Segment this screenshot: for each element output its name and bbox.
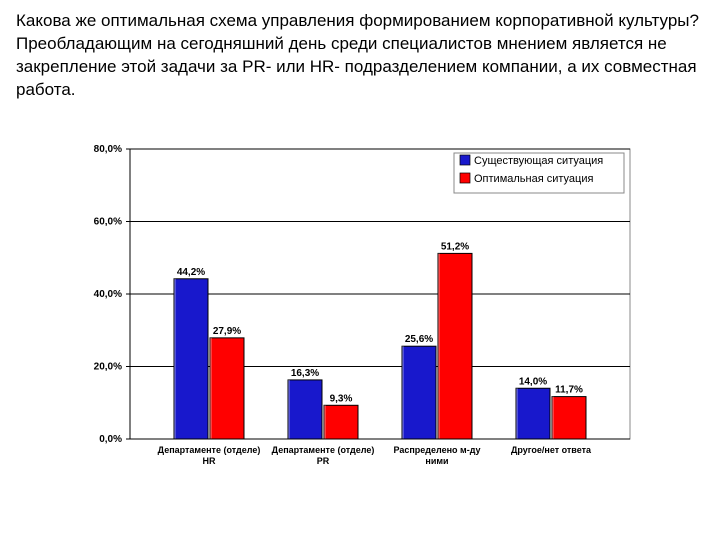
bar: [552, 396, 586, 438]
category-label: Департаменте (отделе): [158, 445, 261, 455]
bar-value-label: 25,6%: [405, 334, 433, 345]
y-axis-tick-label: 40,0%: [94, 289, 122, 300]
bar-value-label: 9,3%: [330, 393, 353, 404]
y-axis-tick-label: 80,0%: [94, 144, 122, 155]
bar: [210, 338, 244, 439]
chart-container: 0,0% 20,0% 40,0% 60,0% 80,0% 44,2% 27,9% Департ…: [16, 114, 704, 524]
bar-value-label: 14,0%: [519, 376, 547, 387]
y-axis-tick-label: 0,0%: [99, 434, 122, 445]
bar: [288, 380, 322, 439]
category-label: Другое/нет ответа: [511, 445, 592, 455]
y-axis-tick-label: 60,0%: [94, 216, 122, 227]
bar-value-label: 44,2%: [177, 267, 205, 278]
category-label: Департаменте (отделе): [272, 445, 375, 455]
y-axis-tick-label: 20,0%: [94, 361, 122, 372]
bar: [438, 253, 472, 439]
legend-label: Существующая ситуация: [474, 155, 603, 167]
bar: [402, 346, 436, 439]
category-label: Распределено м-ду: [393, 445, 480, 455]
bar-value-label: 11,7%: [555, 384, 583, 395]
category-label: PR: [317, 456, 330, 466]
legend-label: Оптимальная ситуация: [474, 173, 593, 185]
bar-value-label: 51,2%: [441, 241, 469, 252]
page-title: Какова же оптимальная схема управления ф…: [16, 10, 704, 102]
bar-value-label: 16,3%: [291, 368, 319, 379]
legend-swatch: [460, 155, 470, 165]
bar-value-label: 27,9%: [213, 326, 241, 337]
bar: [324, 405, 358, 439]
legend-swatch: [460, 173, 470, 183]
bar: [516, 388, 550, 439]
category-label: HR: [203, 456, 216, 466]
category-label: ними: [425, 456, 448, 466]
bar: [174, 279, 208, 439]
bar-chart: 0,0% 20,0% 40,0% 60,0% 80,0% 44,2% 27,9% Департ…: [60, 129, 660, 509]
